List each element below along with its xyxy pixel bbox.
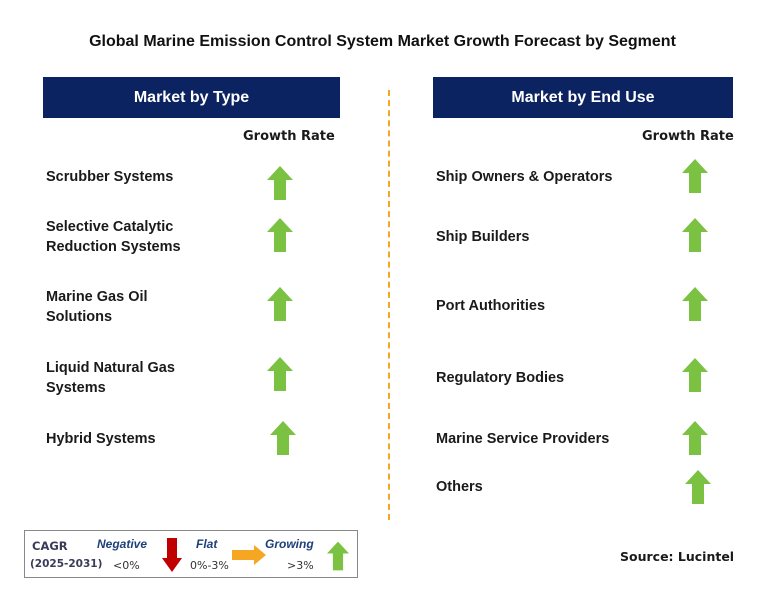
end-use-item-label: Ship Owners & Operators — [436, 169, 613, 185]
legend-flat-range: 0%-3% — [190, 559, 229, 572]
cagr-legend: CAGR (2025-2031) Negative <0% Flat 0%-3%… — [24, 530, 358, 578]
end-use-item-others: Others — [436, 477, 483, 497]
legend-growing-range: >3% — [287, 559, 314, 572]
type-item-label-line1: Liquid Natural Gas — [46, 360, 175, 376]
end-use-panel-header: Market by End Use — [433, 77, 733, 118]
end-use-item-label: Others — [436, 479, 483, 495]
end-use-item-service: Marine Service Providers — [436, 429, 609, 449]
end-use-growth-rate-header: Growth Rate — [642, 129, 734, 144]
legend-growing-label: Growing — [265, 537, 314, 551]
growing-arrow-icon — [685, 470, 711, 504]
type-item-label-line2: Systems — [46, 380, 106, 396]
growing-arrow-icon — [267, 357, 293, 391]
type-item-label: Scrubber Systems — [46, 169, 174, 185]
type-item-hybrid: Hybrid Systems — [46, 429, 156, 449]
legend-flat-label: Flat — [196, 537, 218, 551]
growing-arrow-icon — [682, 287, 708, 321]
end-use-item-owners: Ship Owners & Operators — [436, 167, 612, 187]
end-use-item-ports: Port Authorities — [436, 296, 545, 316]
end-use-item-regulatory: Regulatory Bodies — [436, 368, 564, 388]
end-use-item-label: Regulatory Bodies — [436, 370, 565, 386]
growing-arrow-icon — [267, 218, 293, 252]
type-growth-rate-header: Growth Rate — [243, 129, 335, 144]
end-use-item-label: Port Authorities — [436, 298, 546, 314]
growing-arrow-icon — [267, 287, 293, 321]
panel-divider — [388, 90, 390, 520]
orange-right-arrow-icon — [232, 545, 266, 565]
type-item-label-line1: Selective Catalytic — [46, 219, 174, 235]
growing-arrow-icon — [682, 218, 708, 252]
legend-negative-label: Negative — [97, 537, 148, 551]
legend-cagr-label: CAGR — [32, 539, 68, 553]
red-down-arrow-icon — [162, 538, 182, 572]
type-item-scrubber: Scrubber Systems — [46, 167, 173, 187]
type-item-scr: Selective Catalytic Reduction Systems — [46, 217, 181, 257]
source-note: Source: Lucintel — [620, 549, 735, 564]
end-use-item-label: Ship Builders — [436, 229, 530, 245]
page-title: Global Marine Emission Control System Ma… — [89, 33, 676, 50]
type-panel-header: Market by Type — [43, 77, 340, 118]
type-item-label-line2: Solutions — [46, 309, 113, 325]
type-item-mgo: Marine Gas Oil Solutions — [46, 287, 148, 327]
growing-arrow-icon — [682, 358, 708, 392]
growing-arrow-icon — [682, 159, 708, 193]
type-item-label-line2: Reduction Systems — [46, 239, 181, 255]
growing-arrow-icon — [682, 421, 708, 455]
end-use-item-label: Marine Service Providers — [436, 431, 610, 447]
green-up-arrow-icon — [327, 541, 349, 571]
growing-arrow-icon — [270, 421, 296, 455]
legend-negative-range: <0% — [113, 559, 140, 572]
growing-arrow-icon — [267, 166, 293, 200]
legend-period: (2025-2031) — [30, 558, 103, 570]
type-item-label-line1: Marine Gas Oil — [46, 289, 148, 305]
end-use-item-builders: Ship Builders — [436, 227, 529, 247]
type-item-label: Hybrid Systems — [46, 431, 156, 447]
type-item-lng: Liquid Natural Gas Systems — [46, 358, 175, 398]
